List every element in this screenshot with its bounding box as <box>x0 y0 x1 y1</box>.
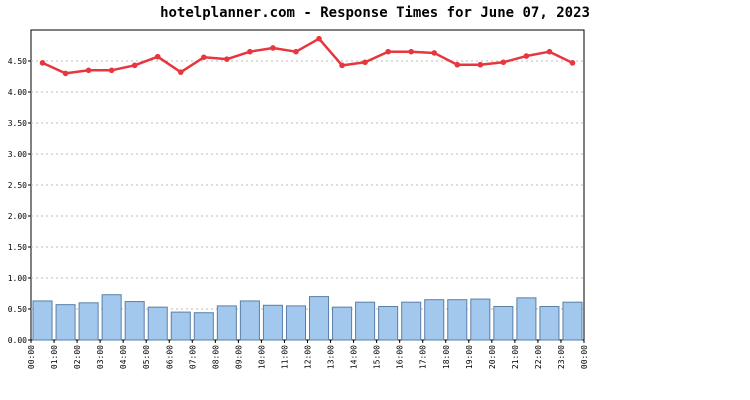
bar <box>424 299 445 341</box>
bar <box>470 298 491 341</box>
x-tick-label: 19:00 <box>465 345 474 369</box>
bar <box>124 301 145 341</box>
data-point <box>362 59 368 66</box>
data-point <box>546 48 553 55</box>
data-point <box>523 53 530 59</box>
x-tick-label: 22:00 <box>534 345 543 369</box>
data-point <box>339 62 345 69</box>
chart-title: hotelplanner.com - Response Times for Ju… <box>160 5 590 21</box>
data-point <box>454 61 461 68</box>
data-point <box>316 35 322 42</box>
x-tick-label: 23:00 <box>557 345 566 369</box>
data-point <box>62 70 69 77</box>
data-point <box>39 60 46 66</box>
x-tick-label: 07:00 <box>188 345 197 369</box>
x-tick-label: 00:00 <box>27 345 36 369</box>
bar <box>378 306 399 341</box>
y-tick-label: 4.50 <box>8 57 27 66</box>
bar <box>516 297 537 341</box>
x-tick-label: 05:00 <box>142 345 151 369</box>
data-point <box>247 48 253 55</box>
x-tick-label: 20:00 <box>488 345 497 369</box>
bar <box>309 296 330 341</box>
x-tick-label: 02:00 <box>73 345 82 369</box>
data-point <box>293 48 299 55</box>
bar <box>170 311 191 341</box>
bar <box>193 312 214 341</box>
y-tick-label: 1.50 <box>8 243 27 252</box>
bar <box>493 306 514 341</box>
x-tick-label: 01:00 <box>50 345 59 369</box>
x-tick-label: 18:00 <box>442 345 451 369</box>
x-tick-label: 14:00 <box>350 345 359 369</box>
data-point <box>201 54 207 61</box>
bar-series <box>32 294 583 341</box>
bar <box>78 302 99 341</box>
bar <box>332 306 353 341</box>
data-point <box>270 45 276 51</box>
data-point <box>500 59 507 66</box>
bar <box>55 304 76 341</box>
grid-lines <box>31 60 584 310</box>
y-tick-label: 2.50 <box>8 181 27 190</box>
x-tick-label: 00:00 <box>580 345 589 369</box>
bar <box>562 301 583 341</box>
x-tick-label: 16:00 <box>396 345 405 369</box>
data-point <box>131 62 138 69</box>
x-tick-label: 12:00 <box>304 345 313 369</box>
x-tick-label: 04:00 <box>119 345 128 369</box>
bar <box>239 300 260 341</box>
y-tick-label: 0.50 <box>8 305 27 314</box>
x-tick-label: 08:00 <box>211 345 220 369</box>
x-axis-ticks: 00:00 01:00 02:00 03:00 04:00 05:00 06:00 07:00… <box>27 340 589 369</box>
data-point <box>431 50 438 56</box>
data-point <box>177 69 184 75</box>
series-line <box>42 37 574 75</box>
y-tick-label: 2.00 <box>8 212 27 221</box>
bar <box>447 299 468 341</box>
data-point <box>385 48 391 55</box>
bar <box>101 294 122 341</box>
y-axis-ticks: 0.00 0.50 1.00 1.50 2.00 2.50 3.00 3.50 4.00 4.50 <box>8 57 31 345</box>
x-tick-label: 11:00 <box>280 345 289 369</box>
data-point <box>85 67 92 74</box>
x-tick-label: 10:00 <box>257 345 266 369</box>
x-tick-label: 06:00 <box>165 345 174 369</box>
x-tick-label: 15:00 <box>373 345 382 369</box>
x-tick-label: 03:00 <box>96 345 105 369</box>
x-tick-label: 17:00 <box>419 345 428 369</box>
bar <box>285 305 307 341</box>
x-tick-label: 13:00 <box>327 345 336 369</box>
x-tick-label: 21:00 <box>511 345 520 369</box>
bar <box>355 301 376 341</box>
bar <box>216 305 237 341</box>
bar <box>32 300 53 341</box>
bar <box>147 306 168 341</box>
bar <box>262 304 283 341</box>
data-point <box>408 48 414 55</box>
y-tick-label: 0.00 <box>8 336 27 345</box>
y-tick-label: 1.00 <box>8 274 27 283</box>
y-tick-label: 3.50 <box>8 119 27 128</box>
bar <box>539 306 560 341</box>
data-point <box>569 60 576 66</box>
data-point <box>154 53 161 60</box>
line-series <box>39 35 576 77</box>
y-tick-label: 3.00 <box>8 150 27 159</box>
data-point <box>108 67 115 74</box>
y-tick-label: 4.00 <box>8 88 27 97</box>
data-point <box>477 61 484 68</box>
bar <box>401 301 422 341</box>
data-point <box>224 56 230 62</box>
x-tick-label: 09:00 <box>234 345 243 369</box>
